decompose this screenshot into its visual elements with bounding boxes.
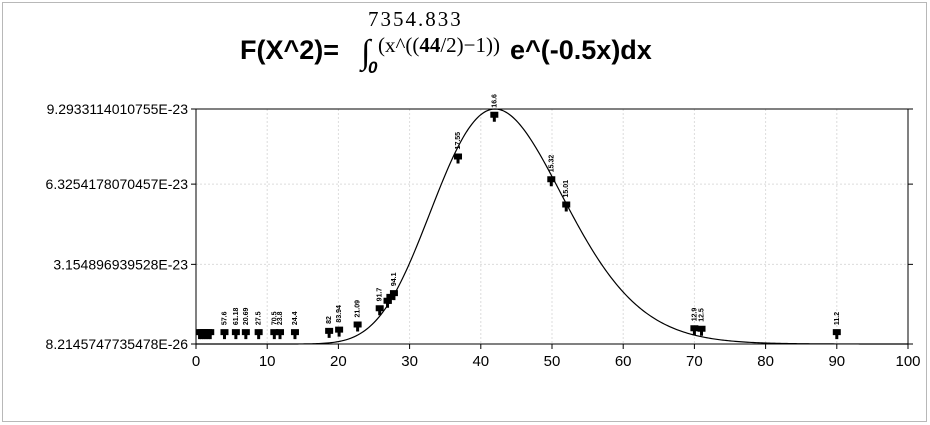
data-marker: 82 bbox=[325, 316, 334, 338]
title-lower-limit: 0 bbox=[368, 58, 378, 77]
marker-point bbox=[454, 153, 463, 164]
marker-label: 94.1 bbox=[391, 272, 398, 286]
y-tick-label: 3.154896939528E-23 bbox=[53, 256, 188, 272]
data-marker: 16.6 bbox=[490, 94, 499, 122]
x-tick-label: 0 bbox=[192, 353, 200, 370]
data-marker: 15.01 bbox=[562, 180, 571, 212]
data-marker: 27.5 bbox=[254, 311, 263, 340]
data-marker: 21.09 bbox=[353, 300, 362, 332]
x-tick-label: 40 bbox=[472, 353, 489, 370]
data-marker: 15.32 bbox=[547, 155, 556, 187]
data-marker: 91.7 bbox=[375, 288, 384, 316]
marker-label: 16.6 bbox=[491, 94, 498, 108]
marker-label: 57.6 bbox=[221, 311, 228, 325]
y-tick-label: 6.3254178070457E-23 bbox=[46, 176, 189, 192]
axis-ticks: 0 10 20 30 40 50 60 70 80 90 100 8.2145747735478E-2… bbox=[46, 101, 921, 370]
marker-label: 83.94 bbox=[336, 305, 343, 323]
marker-point bbox=[547, 176, 556, 187]
marker-point bbox=[490, 111, 499, 122]
marker-label: 21.09 bbox=[355, 300, 362, 318]
marker-point bbox=[206, 329, 215, 340]
x-tick-label: 70 bbox=[686, 353, 703, 370]
marker-point bbox=[254, 329, 263, 340]
marker-point bbox=[220, 329, 229, 340]
title-power-df: 44 bbox=[419, 33, 441, 57]
x-tick-label: 20 bbox=[330, 353, 347, 370]
marker-label: 15.01 bbox=[563, 180, 570, 198]
marker-point bbox=[389, 290, 398, 301]
x-tick-label: 90 bbox=[828, 353, 845, 370]
marker-point bbox=[241, 329, 250, 340]
x-tick-label: 80 bbox=[757, 353, 774, 370]
marker-point bbox=[832, 329, 841, 340]
marker-label: 91.7 bbox=[377, 288, 384, 302]
marker-label: 24.4 bbox=[292, 311, 299, 325]
data-marker: 20.69 bbox=[241, 307, 250, 340]
marker-point bbox=[690, 325, 699, 336]
title-power-open: (x^(( bbox=[378, 33, 420, 57]
data-marker: 57.6 bbox=[220, 311, 229, 340]
marker-label: 20.69 bbox=[243, 307, 250, 325]
data-marker: 12.5 bbox=[697, 308, 706, 336]
title-right-part: e^(-0.5x)dx bbox=[510, 35, 652, 65]
chart-title: F(X^2)= ∫ 7354.833 0 (x^((44/2)−1)) e^(-… bbox=[0, 0, 930, 95]
marker-point bbox=[276, 329, 285, 340]
grid-lines bbox=[195, 108, 909, 345]
marker-label: 12.9 bbox=[691, 308, 698, 322]
data-marker: 94.1 bbox=[389, 272, 398, 301]
data-marker: 83.94 bbox=[335, 305, 344, 337]
title-upper-limit: 7354.833 bbox=[368, 7, 463, 31]
data-marker: 17.55 bbox=[454, 132, 463, 164]
y-tick-label: 9.2933114010755E-23 bbox=[47, 101, 189, 117]
x-tick-label: 100 bbox=[895, 353, 920, 370]
marker-point bbox=[386, 293, 395, 304]
marker-point bbox=[353, 321, 362, 332]
title-integral-sign: ∫ bbox=[361, 34, 371, 71]
marker-point bbox=[562, 201, 571, 212]
data-markers: 57.6 61.18 20.69 27.5 70.523.8 24.4 82 83.94 21.… bbox=[195, 94, 841, 340]
marker-point bbox=[697, 325, 706, 336]
title-left-part: F(X^2)= bbox=[240, 35, 340, 65]
marker-label: 82 bbox=[326, 316, 333, 324]
marker-point bbox=[290, 329, 299, 340]
marker-label: 70.5 bbox=[271, 311, 278, 325]
title-exponent: (x^((44/2)−1)) bbox=[378, 33, 500, 58]
marker-label: 61.18 bbox=[233, 307, 240, 325]
x-tick-label: 50 bbox=[544, 353, 561, 370]
marker-point bbox=[335, 326, 344, 337]
data-marker bbox=[386, 293, 395, 304]
marker-label: 27.5 bbox=[256, 311, 263, 325]
x-tick-label: 10 bbox=[259, 353, 276, 370]
x-tick-label: 30 bbox=[401, 353, 418, 370]
title-power-rest: /2)−1)) bbox=[440, 33, 501, 57]
y-tick-label: 8.2145747735478E-26 bbox=[46, 336, 189, 352]
marker-point bbox=[375, 305, 384, 316]
data-marker: 12.9 bbox=[690, 308, 699, 336]
marker-label: 23.8 bbox=[277, 311, 284, 325]
data-marker bbox=[206, 329, 215, 340]
marker-point bbox=[231, 329, 240, 340]
x-tick-label: 60 bbox=[615, 353, 632, 370]
marker-label: 17.55 bbox=[455, 132, 462, 150]
marker-label: 11.2 bbox=[834, 312, 841, 325]
data-marker: 11.2 bbox=[832, 312, 841, 340]
data-marker: 61.18 bbox=[231, 307, 240, 340]
marker-point bbox=[325, 327, 334, 338]
data-marker: 24.4 bbox=[290, 311, 299, 340]
data-marker: 23.8 bbox=[276, 311, 285, 340]
marker-label: 12.5 bbox=[699, 308, 706, 322]
marker-label: 15.32 bbox=[548, 155, 555, 173]
